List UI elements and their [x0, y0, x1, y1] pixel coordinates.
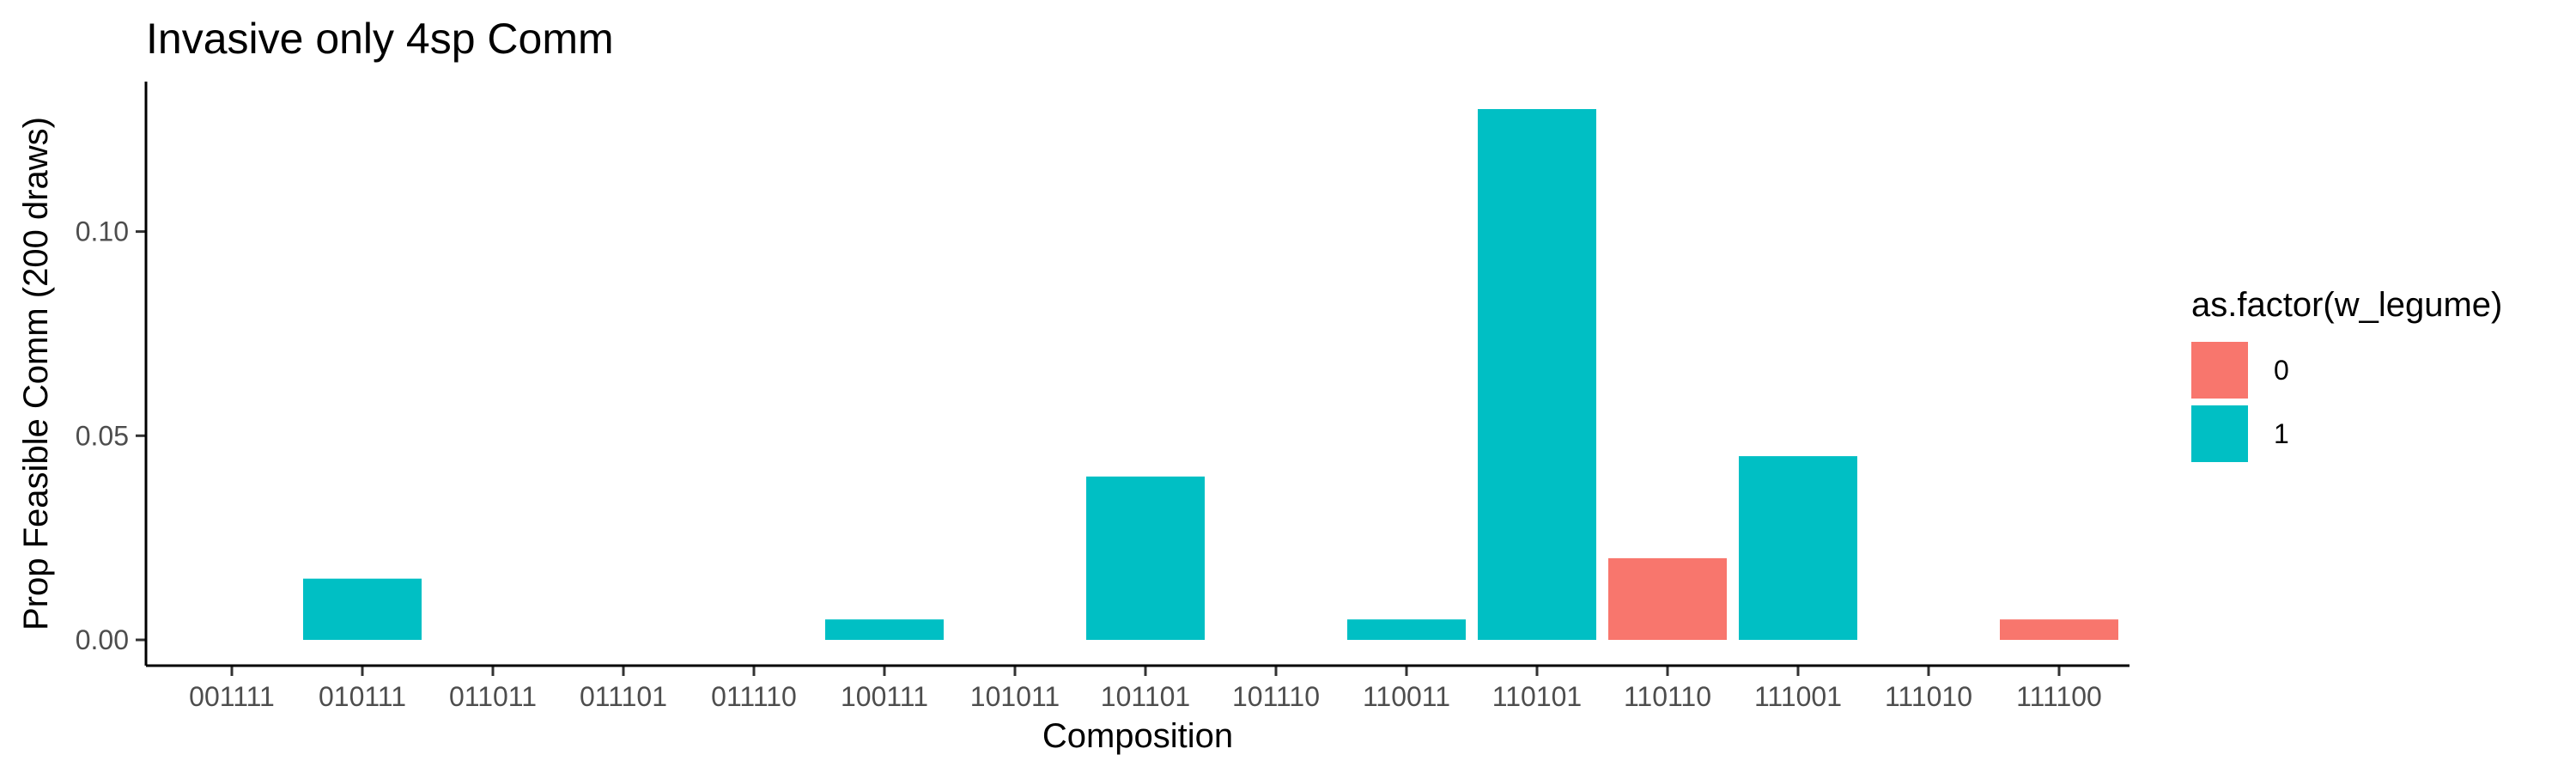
bar-111100 [2000, 619, 2118, 640]
bar-110110 [1608, 557, 1727, 640]
y-axis-title: Prop Feasible Comm (200 draws) [17, 117, 55, 630]
y-axis-ticks: 0.00 0.05 0.10 [76, 216, 146, 655]
legend: as.factor(w_legume) 0 1 [2191, 286, 2502, 462]
bar-010111 [303, 578, 422, 640]
x-axis-title: Composition [1042, 717, 1233, 755]
legend-key-0 [2191, 342, 2248, 399]
x-tick-label: 010111 [319, 681, 406, 712]
legend-title: as.factor(w_legume) [2191, 286, 2502, 324]
bars-layer [303, 109, 2118, 640]
bar-100111 [825, 619, 944, 640]
chart-title: Invasive only 4sp Comm [146, 15, 614, 63]
legend-key-1 [2191, 405, 2248, 462]
x-tick-label: 101011 [970, 681, 1060, 712]
bar-110011 [1347, 619, 1466, 640]
x-tick-label: 100111 [841, 681, 928, 712]
x-tick-label: 111010 [1885, 681, 1972, 712]
bar-111001 [1739, 456, 1857, 640]
y-tick-label: 0.00 [76, 624, 129, 655]
x-tick-label: 111100 [2016, 681, 2102, 712]
x-tick-label: 011101 [580, 681, 667, 712]
bar-101101 [1086, 476, 1205, 640]
x-tick-label: 110011 [1363, 681, 1450, 712]
x-tick-label: 110110 [1624, 681, 1711, 712]
x-tick-label: 001111 [189, 681, 275, 712]
bar-110101 [1478, 109, 1596, 640]
x-axis-ticks: 001111 010111 011011 011101 011110 100111 1010… [189, 666, 2102, 712]
x-tick-label: 111001 [1754, 681, 1842, 712]
y-tick-label: 0.05 [76, 420, 129, 451]
x-tick-label: 011110 [711, 681, 797, 712]
x-tick-label: 011011 [449, 681, 537, 712]
x-tick-label: 101101 [1101, 681, 1190, 712]
y-tick-label: 0.10 [76, 216, 129, 247]
legend-label: 1 [2274, 418, 2289, 449]
x-tick-label: 110101 [1492, 681, 1582, 712]
x-tick-label: 101110 [1232, 681, 1320, 712]
legend-label: 0 [2274, 355, 2289, 386]
